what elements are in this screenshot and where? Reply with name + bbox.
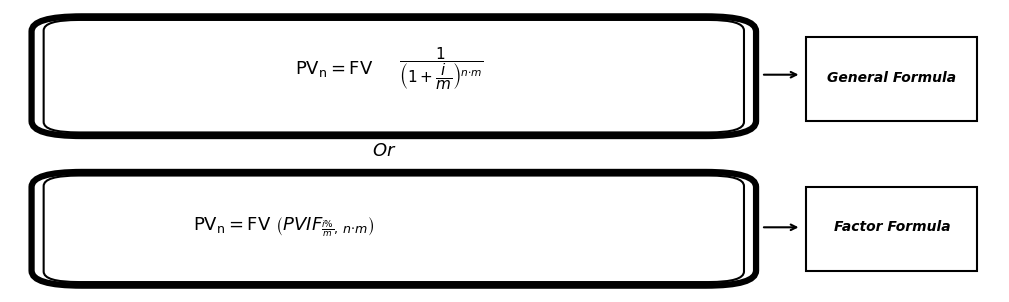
FancyBboxPatch shape [43,175,744,282]
Bar [806,37,978,121]
Bar [806,187,978,271]
Text: $\dfrac{1}{\left(1+\dfrac{i}{m}\right)^{n{\cdot}m}}$: $\dfrac{1}{\left(1+\dfrac{i}{m}\right)^{… [399,45,483,92]
Text: General Formula: General Formula [827,71,957,85]
Text: $\mathrm{PV}_\mathrm{n} = \mathrm{FV}\ \left(\mathit{PVIF}_{\frac{i\%}{m},\,n{\c: $\mathrm{PV}_\mathrm{n} = \mathrm{FV}\ \… [193,216,373,239]
FancyBboxPatch shape [31,16,756,136]
FancyBboxPatch shape [43,20,744,133]
Text: $\mathrm{PV}_\mathrm{n} = \mathrm{FV}$: $\mathrm{PV}_\mathrm{n} = \mathrm{FV}$ [296,59,373,79]
FancyBboxPatch shape [31,172,756,286]
Text: Factor Formula: Factor Formula [833,220,950,234]
Text: $\mathbf{\mathit{Or}}$: $\mathbf{\mathit{Or}}$ [371,142,396,160]
